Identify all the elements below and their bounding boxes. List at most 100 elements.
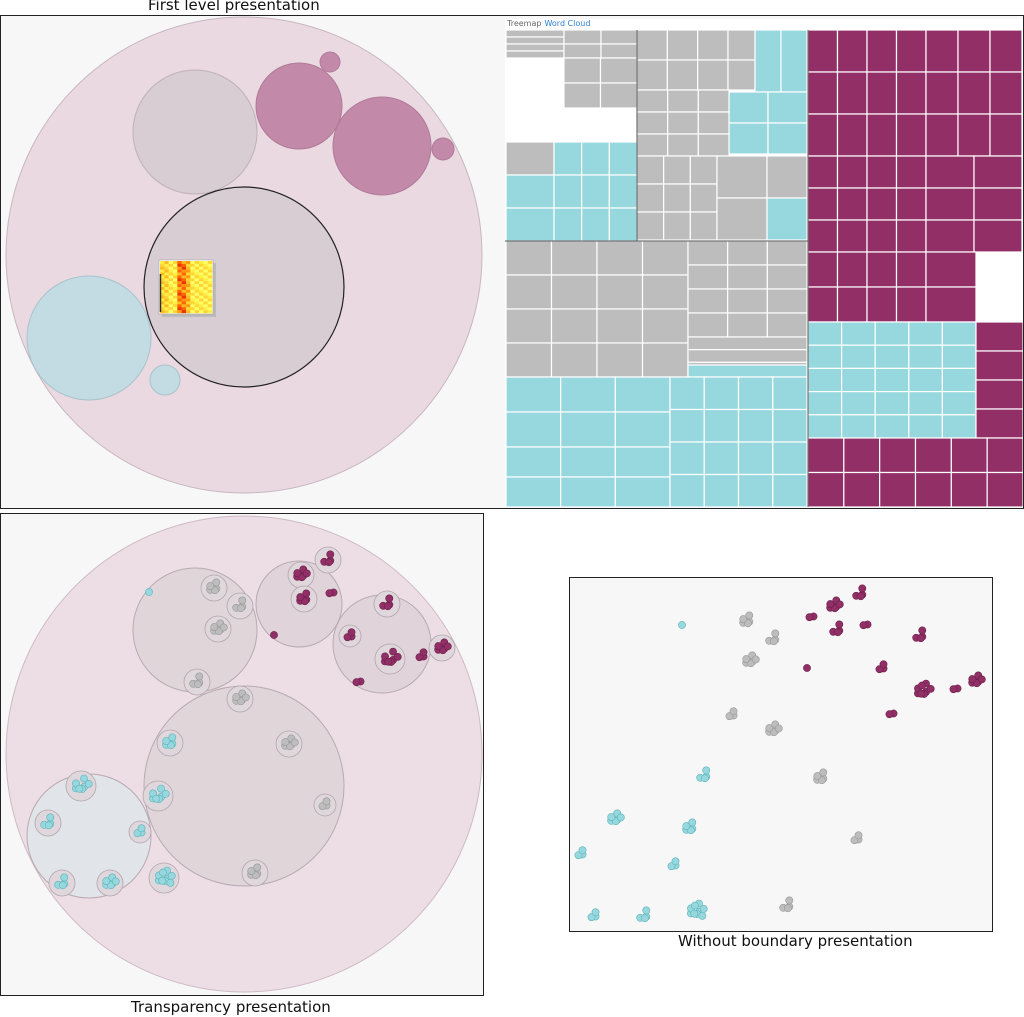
point-group[interactable] bbox=[204, 615, 232, 643]
treemap-cell[interactable] bbox=[925, 251, 977, 288]
treemap-cell[interactable] bbox=[836, 113, 868, 157]
treemap-cell[interactable] bbox=[505, 240, 553, 276]
treemap-cell[interactable] bbox=[697, 111, 730, 135]
treemap-cell[interactable] bbox=[908, 391, 943, 416]
treemap-cell[interactable] bbox=[754, 29, 782, 93]
treemap-cell[interactable] bbox=[807, 367, 843, 393]
treemap-cell[interactable] bbox=[727, 29, 756, 61]
treemap-cell[interactable] bbox=[874, 391, 910, 416]
treemap-cell[interactable] bbox=[636, 211, 665, 241]
treemap-cell[interactable] bbox=[697, 89, 730, 113]
treemap-cell[interactable] bbox=[866, 29, 898, 73]
treemap-cell[interactable] bbox=[727, 264, 768, 290]
treemap-cell[interactable] bbox=[925, 155, 975, 189]
treemap-cell[interactable] bbox=[807, 71, 839, 115]
treemap-cell[interactable] bbox=[737, 376, 774, 411]
point-group[interactable] bbox=[587, 908, 600, 922]
treemap-cell[interactable] bbox=[505, 274, 553, 310]
treemap-cell[interactable] bbox=[689, 211, 718, 241]
treemap-cell[interactable] bbox=[772, 441, 808, 476]
treemap-cell[interactable] bbox=[866, 113, 898, 157]
treemap-cell[interactable] bbox=[737, 441, 774, 476]
treemap-cell[interactable] bbox=[636, 133, 669, 157]
treemap-cell[interactable] bbox=[874, 344, 910, 370]
point-group[interactable] bbox=[226, 592, 254, 620]
point-group[interactable] bbox=[829, 620, 844, 637]
treemap-cell[interactable] bbox=[563, 57, 602, 84]
treemap-cell[interactable] bbox=[957, 71, 991, 115]
treemap-cell[interactable] bbox=[581, 207, 610, 242]
treemap-cell[interactable] bbox=[950, 437, 988, 474]
point-group[interactable] bbox=[313, 793, 337, 817]
treemap-cell[interactable] bbox=[957, 113, 991, 157]
treemap-cell[interactable] bbox=[895, 219, 927, 253]
treemap-cell[interactable] bbox=[553, 174, 583, 209]
treemap-cell[interactable] bbox=[925, 71, 959, 115]
treemap-cell[interactable] bbox=[957, 29, 991, 73]
treemap-cell[interactable] bbox=[879, 437, 917, 474]
point-group[interactable] bbox=[183, 668, 211, 696]
treemap-cell[interactable] bbox=[581, 174, 610, 209]
treemap-cell[interactable] bbox=[636, 183, 665, 213]
point-group[interactable] bbox=[949, 684, 962, 694]
treemap-cell[interactable] bbox=[895, 113, 927, 157]
treemap-cell[interactable] bbox=[941, 414, 977, 439]
treemap-cell[interactable] bbox=[879, 471, 917, 508]
treemap-cell[interactable] bbox=[641, 308, 689, 344]
point-group[interactable] bbox=[428, 634, 456, 662]
point-group[interactable] bbox=[352, 677, 365, 687]
point-group[interactable] bbox=[200, 574, 228, 602]
treemap-cell[interactable] bbox=[727, 59, 756, 91]
treemap-cell[interactable] bbox=[667, 133, 699, 157]
treemap-cell[interactable] bbox=[667, 89, 699, 113]
treemap-cell[interactable] bbox=[836, 219, 868, 253]
treemap-cell[interactable] bbox=[667, 111, 699, 135]
treemap-cell[interactable] bbox=[843, 437, 881, 474]
treemap-cell[interactable] bbox=[505, 411, 562, 448]
treemap-cell[interactable] bbox=[941, 367, 977, 393]
point-group[interactable] bbox=[574, 846, 587, 860]
treemap-cell[interactable] bbox=[843, 471, 881, 508]
treemap-cell[interactable] bbox=[766, 197, 808, 241]
treemap-cell[interactable] bbox=[866, 71, 898, 115]
treemap-cell[interactable] bbox=[553, 141, 583, 176]
treemap-cell[interactable] bbox=[841, 321, 876, 346]
treemap-cell[interactable] bbox=[560, 446, 616, 478]
treemap-cell[interactable] bbox=[895, 187, 927, 221]
treemap-cell[interactable] bbox=[669, 376, 705, 411]
treemap-cell[interactable] bbox=[766, 312, 808, 338]
treemap-cell[interactable] bbox=[614, 446, 671, 478]
treemap-cell[interactable] bbox=[874, 321, 910, 346]
treemap-cell[interactable] bbox=[807, 391, 843, 416]
treemap-cell[interactable] bbox=[767, 91, 808, 124]
treemap-cell[interactable] bbox=[975, 350, 1023, 381]
treemap-cell[interactable] bbox=[836, 29, 868, 73]
treemap-cell[interactable] bbox=[766, 264, 808, 290]
treemap-cell[interactable] bbox=[807, 437, 845, 474]
treemap-cell[interactable] bbox=[836, 71, 868, 115]
treemap-cell[interactable] bbox=[697, 133, 730, 157]
treemap-cell[interactable] bbox=[669, 441, 705, 476]
treemap-cell[interactable] bbox=[975, 379, 1023, 410]
point-group[interactable] bbox=[725, 707, 738, 721]
point-group[interactable] bbox=[779, 896, 794, 913]
point-group[interactable] bbox=[287, 561, 315, 589]
treemap-cell[interactable] bbox=[663, 183, 691, 213]
treemap-cell[interactable] bbox=[836, 155, 868, 189]
treemap-cell[interactable] bbox=[703, 441, 740, 476]
treemap-cell[interactable] bbox=[925, 187, 975, 221]
treemap-cell[interactable] bbox=[866, 286, 898, 323]
treemap-cell[interactable] bbox=[986, 437, 1023, 474]
treemap-cell[interactable] bbox=[505, 308, 553, 344]
treemap-cell[interactable] bbox=[550, 342, 598, 378]
point-group[interactable] bbox=[765, 720, 783, 737]
treemap-cell[interactable] bbox=[925, 219, 975, 253]
treemap-cell[interactable] bbox=[866, 251, 898, 288]
treemap-cell[interactable] bbox=[973, 155, 1023, 189]
treemap-cell[interactable] bbox=[641, 342, 689, 378]
treemap-cell[interactable] bbox=[836, 251, 868, 288]
treemap-cell[interactable] bbox=[550, 240, 598, 276]
gray-circle-selected[interactable] bbox=[143, 186, 345, 388]
treemap-cell[interactable] bbox=[669, 473, 705, 508]
treemap-cell[interactable] bbox=[766, 288, 808, 314]
